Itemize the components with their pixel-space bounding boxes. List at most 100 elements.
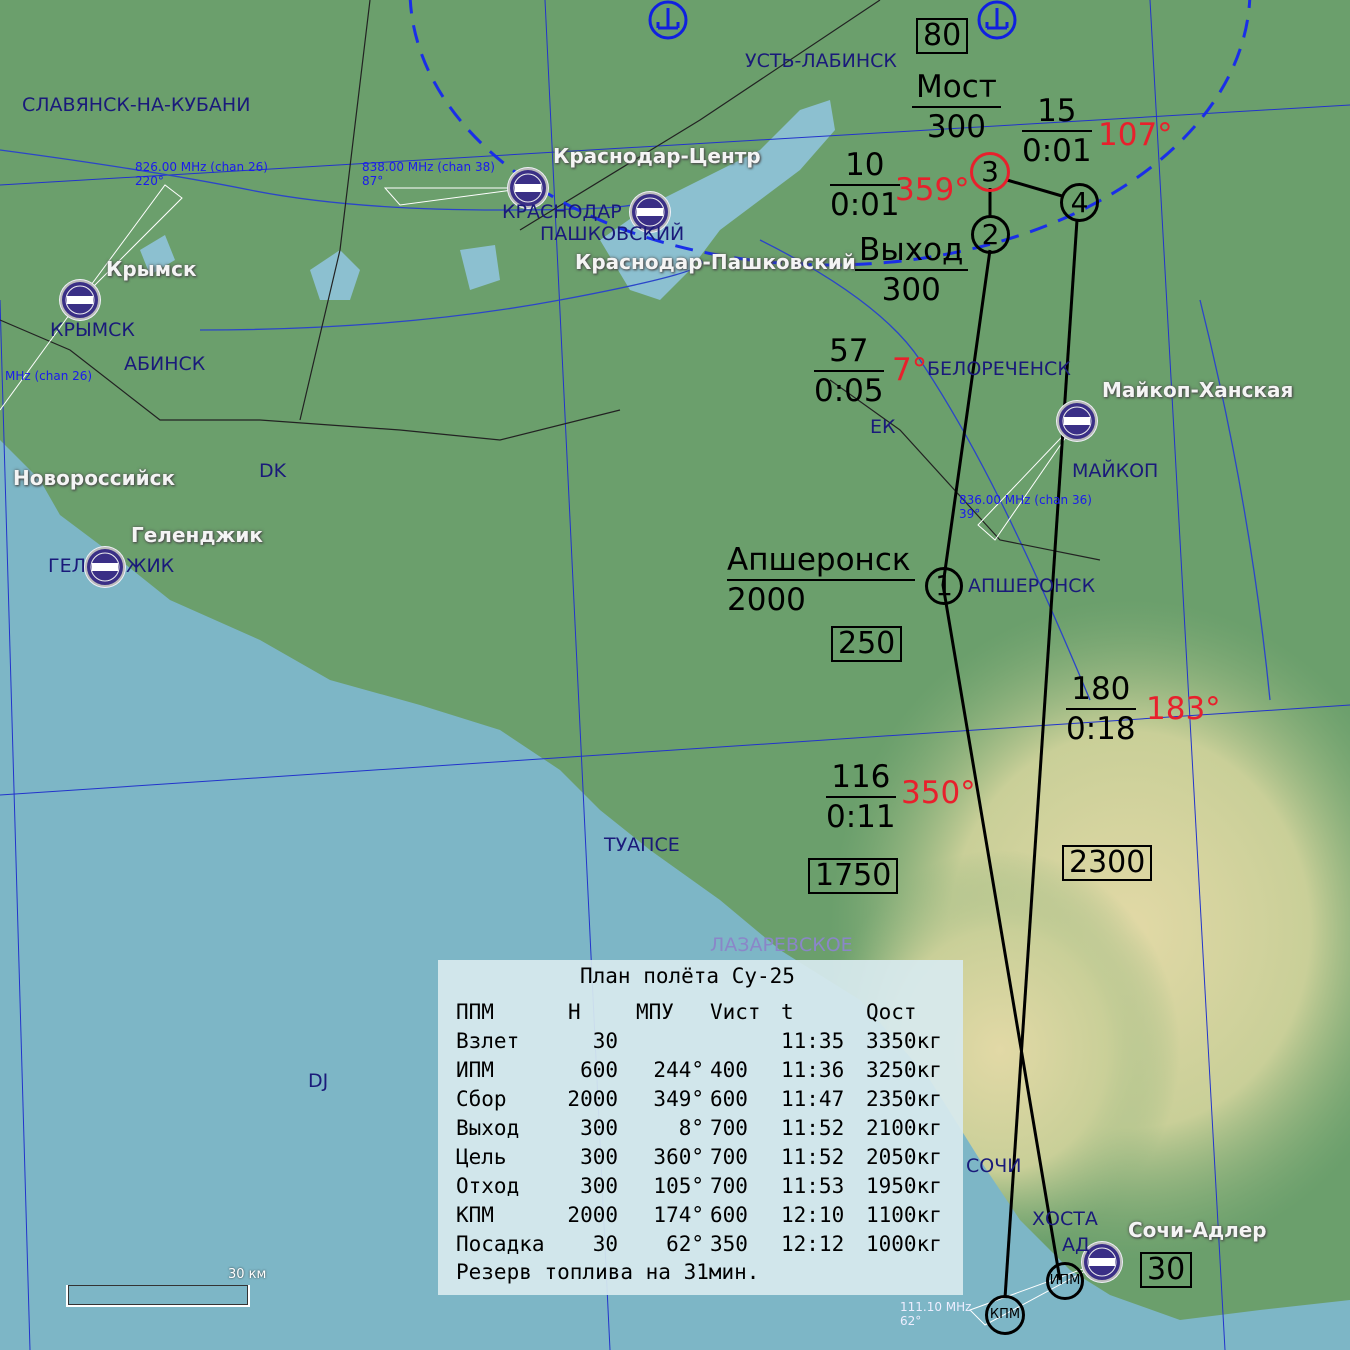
table-cell: Сбор <box>456 1087 507 1111</box>
table-cell: Отход <box>456 1174 520 1198</box>
leg-heading: 183° <box>1146 691 1221 727</box>
leg-dist-time: 116 0:11 <box>826 759 896 835</box>
table-cell: 300 <box>580 1174 618 1198</box>
city-label: СЛАВЯНСК-НА-КУБАНИ <box>22 94 251 116</box>
airbase-icon[interactable] <box>58 278 102 322</box>
table-cell: 600 <box>710 1087 748 1111</box>
header-cell: ППМ <box>456 1000 494 1024</box>
header-cell: Qост <box>866 1000 917 1024</box>
table-cell: 360° <box>653 1145 704 1169</box>
table-cell: 300 <box>580 1116 618 1140</box>
altitude-box: 2300 <box>1062 845 1153 881</box>
table-cell: 12:10 <box>781 1203 845 1227</box>
waypoint-4[interactable]: 4 <box>1060 183 1099 222</box>
table-cell: 12:12 <box>781 1232 845 1256</box>
anchor-icon <box>648 0 688 40</box>
leg-label-exit: Выход 300 <box>855 235 968 306</box>
waypoint-ipm[interactable]: ИПМ <box>1046 1262 1084 1300</box>
beacon-label: MHz (chan 26) <box>5 369 93 383</box>
table-cell: 600 <box>710 1203 748 1227</box>
table-cell: 62° <box>666 1232 704 1256</box>
rivers <box>0 149 1271 701</box>
header-cell: МПУ <box>636 1000 674 1024</box>
table-cell: 2350кг <box>866 1087 942 1111</box>
airfield-label[interactable]: Геленджик <box>131 523 263 547</box>
city-label: АПШЕРОНСК <box>968 575 1096 597</box>
airfield-label[interactable]: Краснодар-Пашковский <box>575 250 856 274</box>
table-cell: 244° <box>653 1058 704 1082</box>
leg-label-bridge: Мост 300 <box>912 72 1001 143</box>
city-label: ТУАПСЕ <box>604 834 680 856</box>
leg-heading: 350° <box>901 775 976 811</box>
altitude-box: 30 <box>1140 1252 1193 1288</box>
airfield-label[interactable]: Майкоп-Ханская <box>1102 378 1294 402</box>
leg-dist-time: 10 0:01 <box>830 147 900 223</box>
table-cell: 174° <box>653 1203 704 1227</box>
roads <box>0 0 1101 561</box>
city-label: КРЫМСК <box>50 319 135 341</box>
city-label: ЕК <box>870 416 896 438</box>
airfield-label[interactable]: Сочи-Адлер <box>1128 1218 1267 1242</box>
city-label: ЛАЗАРЕВСКОЕ <box>710 934 853 956</box>
beacon-label: 836.00 MHz (chan 36) 39° <box>959 493 1092 521</box>
city-label: АД <box>1062 1234 1090 1256</box>
city-label: АБИНСК <box>124 353 206 375</box>
header-cell: Vист <box>710 1000 761 1024</box>
waypoint-kpm[interactable]: КПМ <box>985 1295 1025 1335</box>
waypoint-2[interactable]: 2 <box>971 215 1010 254</box>
ils-cones <box>0 184 1103 1326</box>
table-cell: 1000кг <box>866 1232 942 1256</box>
leg-dist-time: 180 0:18 <box>1066 671 1136 747</box>
city-label: БЕЛОРЕЧЕНСК <box>927 358 1071 380</box>
table-cell: 700 <box>710 1145 748 1169</box>
table-cell: 1950кг <box>866 1174 942 1198</box>
waypoint-3-target[interactable]: 3 <box>970 152 1010 192</box>
table-cell: Посадка <box>456 1232 545 1256</box>
city-label: ЖИК <box>126 555 175 577</box>
city-label: ПАШКОВСКИЙ <box>540 223 685 245</box>
beacon-label: 111.10 MHz 62° <box>900 1300 972 1328</box>
airbase-icon[interactable] <box>83 545 127 589</box>
range-ring <box>408 0 1252 267</box>
altitude-box: 1750 <box>808 858 899 894</box>
table-cell: 11:47 <box>781 1087 845 1111</box>
table-cell: 11:52 <box>781 1116 845 1140</box>
footer-text: Резерв топлива на 31мин. <box>456 1260 760 1284</box>
leg-label-apsheronsk: Апшеронск 2000 <box>727 545 915 616</box>
table-cell: Взлет <box>456 1029 520 1053</box>
leg-dist-time: 15 0:01 <box>1022 93 1092 169</box>
table-cell: 2000 <box>567 1087 618 1111</box>
lake <box>600 100 835 300</box>
table-cell: 30 <box>592 1232 618 1256</box>
table-cell: 2100кг <box>866 1116 942 1140</box>
table-cell: 11:35 <box>781 1029 845 1053</box>
airfield-label[interactable]: Крымск <box>106 257 197 281</box>
city-label: КРАСНОДАР <box>502 201 622 223</box>
table-cell: 1100кг <box>866 1203 942 1227</box>
city-label: СОЧИ <box>966 1155 1022 1177</box>
table-cell: 11:53 <box>781 1174 845 1198</box>
city-label: МАЙКОП <box>1072 460 1159 482</box>
city-label: DJ <box>308 1070 329 1092</box>
leg-heading: 359° <box>895 172 970 208</box>
city-label: DK <box>259 460 287 482</box>
table-cell: 3350кг <box>866 1029 942 1053</box>
header-cell: Н <box>568 1000 581 1024</box>
airbase-icon[interactable] <box>1055 399 1099 443</box>
scale-label: 30 км <box>228 1267 267 1282</box>
airfield-label[interactable]: Новороссийск <box>13 466 176 490</box>
table-cell: 105° <box>653 1174 704 1198</box>
table-cell: 2000 <box>567 1203 618 1227</box>
header-cell: t <box>781 1000 794 1024</box>
table-cell: 11:52 <box>781 1145 845 1169</box>
beacon-label: 838.00 MHz (chan 38) 87° <box>362 160 495 188</box>
airfield-label[interactable]: Краснодар-Центр <box>553 144 761 168</box>
flight-plan-panel: План полёта Су-25 ППМ Н МПУ Vист t Qост … <box>438 960 963 1295</box>
table-cell: ИПМ <box>456 1058 494 1082</box>
table-cell: 700 <box>710 1116 748 1140</box>
waypoint-1[interactable]: 1 <box>925 567 963 605</box>
table-cell: 11:36 <box>781 1058 845 1082</box>
flight-plan-title: План полёта Су-25 <box>580 964 795 988</box>
leg-heading: 107° <box>1098 117 1173 153</box>
